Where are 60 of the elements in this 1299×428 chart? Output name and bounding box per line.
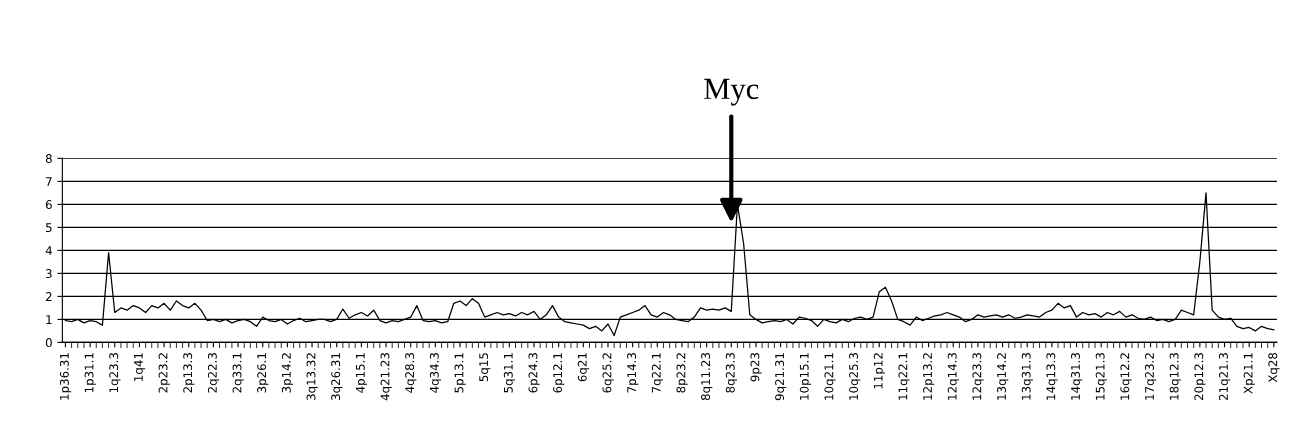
x-tick-label: 6q21 <box>577 353 590 382</box>
y-tick-label: 4 <box>45 246 52 255</box>
x-tick-label: 8q11.23 <box>701 353 713 401</box>
x-tick-label: 7p14.3 <box>627 353 639 393</box>
x-tick-label: 4q21.23 <box>380 353 392 401</box>
x-tick-label: Xq28 <box>1268 352 1280 383</box>
y-tick-label: 6 <box>45 200 52 210</box>
x-tick-label: 1q41 <box>134 353 146 381</box>
x-tick-label: 16q12.2 <box>1120 353 1132 400</box>
x-tick-label: 3q13.32 <box>306 353 318 401</box>
x-tick-label: 10q25.3 <box>849 353 861 400</box>
x-tick-label: 6p12.1 <box>553 353 565 393</box>
x-tick-label: 10q21.1 <box>824 353 836 400</box>
x-tick-label: 5p13.1 <box>454 353 466 393</box>
x-tick-label: 9p23 <box>750 353 762 382</box>
x-tick-label: 2p13.3 <box>183 353 195 393</box>
x-tick-label: 1p36.31 <box>59 353 72 400</box>
x-tick-label: 15q21.3 <box>1095 353 1107 400</box>
x-tick-label: 12p13.2 <box>923 353 935 400</box>
x-tick-label: 9q21.31 <box>775 353 787 401</box>
x-tick-label: 21q21.3 <box>1219 353 1231 401</box>
x-tick-label: 1q23.3 <box>109 353 121 393</box>
x-tick-label: 8q23.3 <box>725 353 737 393</box>
y-tick-label: 2 <box>45 292 52 301</box>
x-tick-label: 1p31.1 <box>84 353 96 393</box>
x-tick-label: 3p26.1 <box>257 353 269 393</box>
y-tick-label: 0 <box>45 338 52 348</box>
x-tick-label: 5q15 <box>479 353 491 382</box>
x-tick-label: 3p14.2 <box>281 353 294 393</box>
annotation: Myc <box>704 78 759 106</box>
x-tick-label: 13q14.2 <box>997 353 1009 400</box>
x-tick-label: 5q31.1 <box>503 353 516 393</box>
y-tick-label: 3 <box>46 269 52 279</box>
x-tick-label: 4q28.3 <box>405 353 417 393</box>
x-tick-label: 4p15.1 <box>356 353 368 393</box>
x-tick-label: 17q23.2 <box>1145 353 1157 400</box>
y-tick-label: 7 <box>46 177 52 186</box>
x-tick-label: 20p12.3 <box>1194 353 1206 401</box>
x-tick-label: 2p23.2 <box>158 353 170 393</box>
x-tick-label: 14q13.3 <box>1046 353 1058 400</box>
x-tick-label: 12q23.3 <box>972 353 984 400</box>
x-tick-label: 18q12.3 <box>1169 353 1181 400</box>
x-tick-label: 4q34.3 <box>429 353 442 393</box>
x-tick-label: 12q14.3 <box>947 353 959 400</box>
y-tick-label: 8 <box>45 154 52 164</box>
x-tick-label: 10p15.1 <box>799 353 811 400</box>
x-tick-label: 2q22.3 <box>207 353 220 393</box>
x-tick-label: 14q31.3 <box>1071 353 1083 400</box>
x-tick-label: 6q25.2 <box>602 353 614 393</box>
x-tick-label: 11p12 <box>873 353 885 389</box>
y-tick-label: 5 <box>46 223 52 233</box>
x-tick-label: 3q26.31 <box>331 353 343 401</box>
x-tick-label: 13q31.3 <box>1021 353 1033 400</box>
x-tick-label: 11q22.1 <box>898 353 910 400</box>
x-tick-label: 2q33.1 <box>232 353 244 393</box>
x-tick-label: Xp21.1 <box>1243 353 1255 394</box>
y-tick-label: 1 <box>46 315 52 324</box>
x-tick-label: 8p23.2 <box>676 353 688 393</box>
x-tick-label: 6p24.3 <box>528 353 540 393</box>
x-tick-label: 7q22.1 <box>651 353 664 393</box>
